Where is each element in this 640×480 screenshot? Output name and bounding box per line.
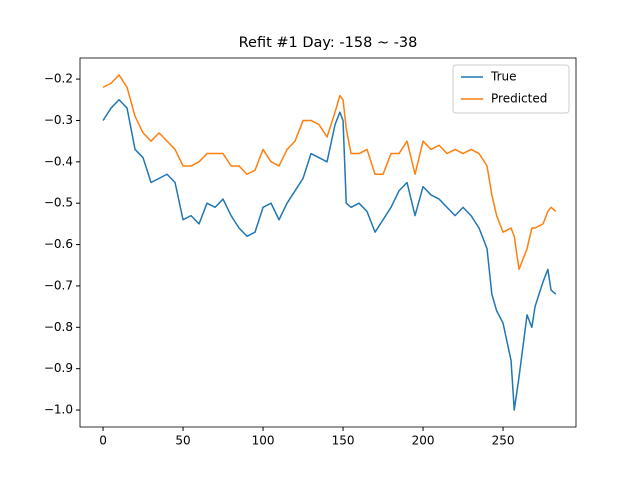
x-tick-label: 0: [99, 434, 107, 448]
x-tick-label: 200: [412, 434, 435, 448]
y-tick-label: −0.6: [44, 237, 73, 251]
y-tick-label: −0.5: [44, 196, 73, 210]
plot-frame: [79, 57, 577, 428]
y-tick-label: −0.7: [44, 278, 73, 292]
x-tick-label: 100: [252, 434, 275, 448]
y-tick-label: −0.3: [44, 113, 73, 127]
y-tick-label: −0.9: [44, 361, 73, 375]
x-tick-label: 50: [175, 434, 190, 448]
legend-label: Predicted: [491, 92, 547, 106]
x-tick-label: 150: [332, 434, 355, 448]
y-tick-label: −0.8: [44, 320, 73, 334]
x-tick-label: 250: [492, 434, 515, 448]
series-line: [102, 99, 557, 411]
series-line: [102, 74, 557, 271]
chart-title: Refit #1 Day: -158 ~ -38: [239, 35, 418, 51]
y-tick-label: −0.2: [44, 72, 73, 86]
legend-label: True: [490, 70, 517, 84]
y-tick-label: −0.4: [44, 154, 73, 168]
y-tick-label: −1.0: [44, 403, 73, 417]
